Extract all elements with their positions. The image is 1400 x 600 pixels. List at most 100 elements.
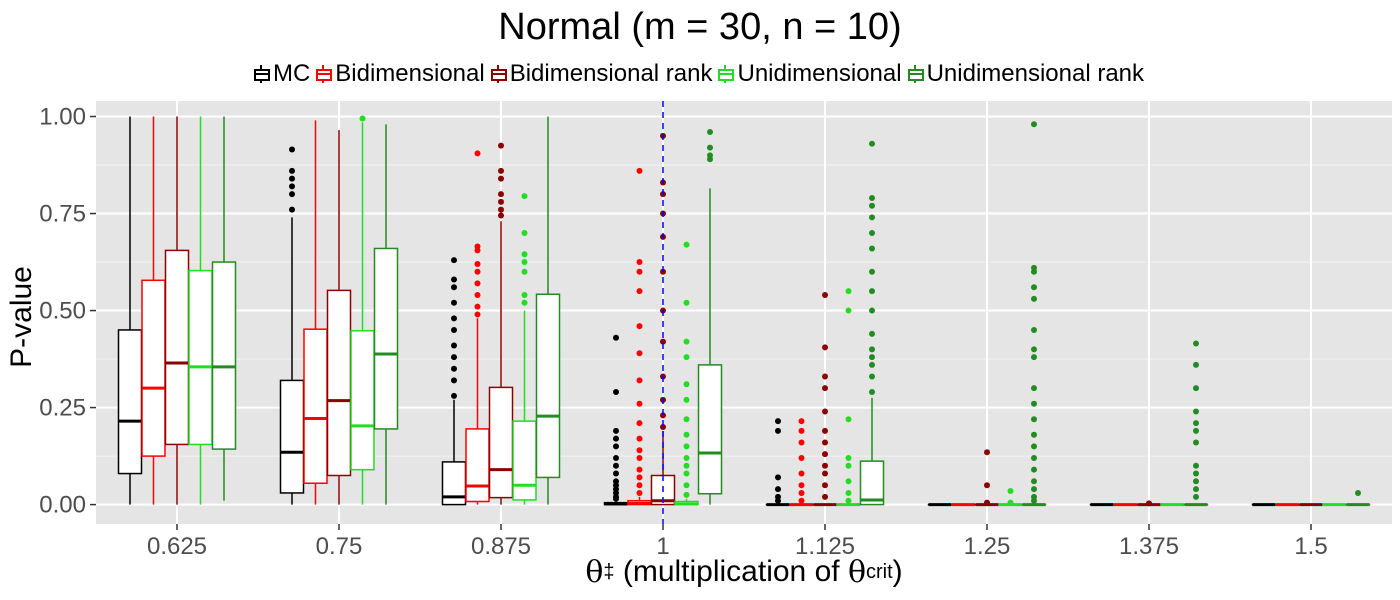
outlier-point	[683, 443, 690, 450]
outlier-point	[498, 175, 504, 182]
outlier-point	[498, 206, 504, 213]
outlier-point	[521, 251, 528, 258]
boxplot-unidimensional-rank-1.125	[859, 140, 885, 506]
outlier-point	[1007, 488, 1014, 495]
outlier-point	[1031, 354, 1037, 361]
outlier-point	[636, 323, 643, 330]
outlier-point	[869, 307, 875, 314]
outlier-point	[707, 129, 713, 136]
outlier-point	[822, 427, 828, 434]
outlier-point	[1031, 493, 1037, 500]
outlier-point	[775, 474, 781, 481]
outlier-point	[660, 338, 666, 345]
outlier-point	[613, 443, 619, 450]
outlier-point	[636, 455, 643, 462]
outlier-point	[683, 462, 690, 469]
outlier-point	[1031, 385, 1037, 392]
x-axis-theta-subscript: ‡	[603, 560, 615, 583]
boxplot-bidimensional-0.625	[141, 116, 166, 505]
outlier-point	[474, 260, 481, 267]
outlier-point	[869, 140, 875, 147]
box	[859, 460, 885, 506]
box	[211, 261, 237, 450]
y-tick-label: 0.25	[39, 395, 86, 422]
outlier-point	[1031, 431, 1037, 438]
boxplot-unidimensional-rank-0.625	[211, 116, 237, 501]
boxplot-unidimensional-1	[674, 241, 699, 506]
box	[373, 247, 399, 430]
outlier-point	[683, 491, 690, 498]
box	[141, 279, 166, 457]
outlier-point	[636, 482, 643, 489]
outlier-point	[474, 292, 481, 299]
outlier-point	[775, 486, 781, 493]
box	[164, 249, 190, 446]
outlier-point	[613, 334, 619, 341]
outlier-point	[822, 470, 828, 477]
outlier-point	[683, 455, 690, 462]
outlier-point	[845, 416, 852, 423]
outlier-point	[683, 354, 690, 361]
outlier-point	[521, 259, 528, 266]
outlier-point	[845, 462, 852, 469]
outlier-point	[869, 229, 875, 236]
outlier-point	[1193, 439, 1199, 446]
outlier-point	[613, 462, 619, 469]
x-tick-label: 1.5	[1294, 533, 1327, 560]
outlier-point	[798, 427, 805, 434]
x-tick-label: 1.375	[1119, 533, 1179, 560]
outlier-point	[451, 377, 457, 384]
legend-item: Unidimensional rank	[906, 60, 1144, 88]
legend-key-icon	[716, 65, 735, 83]
legend-label: Unidimensional	[737, 60, 902, 87]
x-axis-theta-symbol: θ	[585, 554, 604, 590]
boxplot-unidimensional-rank-0.75	[373, 124, 399, 505]
outlier-point	[1031, 478, 1037, 485]
outlier-point	[798, 439, 805, 446]
outlier-point	[451, 299, 457, 306]
outlier-point	[798, 470, 805, 477]
outlier-point	[613, 389, 619, 396]
box	[697, 364, 723, 495]
box	[279, 379, 305, 494]
outlier-point	[451, 365, 457, 372]
outlier-point	[683, 396, 690, 403]
outlier-point	[1193, 486, 1199, 493]
outlier-point	[474, 150, 481, 157]
outlier-point	[451, 326, 457, 333]
outlier-point	[775, 493, 781, 500]
outlier-point	[869, 202, 875, 209]
outlier-point	[1031, 466, 1037, 473]
boxplot-mc-0.625	[117, 116, 143, 505]
outlier-point	[451, 276, 457, 283]
outlier-point	[498, 142, 504, 149]
outlier-point	[451, 342, 457, 349]
box	[188, 269, 213, 446]
outlier-point	[707, 152, 713, 159]
outlier-point	[1031, 443, 1037, 450]
outlier-point	[521, 229, 528, 236]
outlier-point	[289, 175, 295, 182]
outlier-point	[798, 489, 805, 496]
outlier-point	[451, 392, 457, 399]
outlier-point	[474, 280, 481, 287]
outlier-point	[636, 377, 643, 384]
outlier-point	[683, 470, 690, 477]
legend-label: Unidimensional rank	[926, 60, 1145, 87]
boxplot-mc-1	[603, 334, 629, 506]
legend-item: Unidimensional	[716, 60, 902, 88]
outlier-point	[798, 497, 805, 504]
legend-item: Bidimensional	[314, 60, 485, 88]
outlier-point	[613, 470, 619, 477]
legend-label: Bidimensional rank	[509, 60, 713, 87]
outlier-point	[869, 268, 875, 275]
outlier-point	[869, 346, 875, 353]
boxplot-bidimensional-rank-0.625	[164, 116, 190, 505]
boxplot-unidimensional-1.125	[836, 288, 861, 507]
outlier-point	[683, 241, 690, 248]
outlier-point	[636, 489, 643, 496]
boxplot-bidimensional-1	[627, 167, 652, 506]
outlier-point	[822, 385, 828, 392]
y-tick-label: 0.50	[39, 298, 86, 325]
outlier-point	[636, 447, 643, 454]
